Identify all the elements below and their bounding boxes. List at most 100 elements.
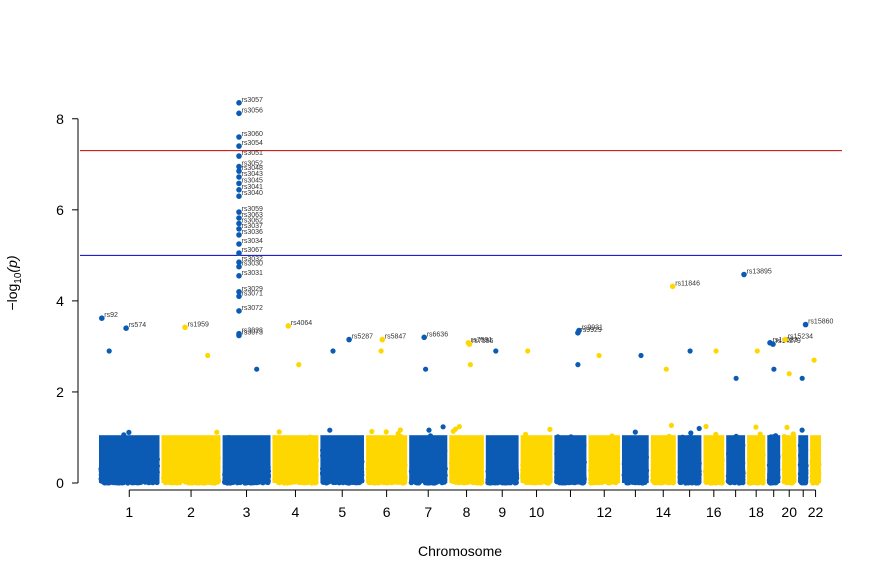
x-tick-label: 12 <box>596 504 612 520</box>
snp-dense-band <box>485 435 519 483</box>
labeled-snp-point <box>236 163 242 170</box>
snp-point <box>383 429 389 435</box>
snp-label: rs3048 <box>242 165 264 172</box>
labeled-snp-point <box>236 209 242 215</box>
snp-label: rs13895 <box>747 269 772 276</box>
snp-point <box>126 429 132 435</box>
x-tick-label: 7 <box>424 504 432 520</box>
labeled-snp-point <box>236 193 242 199</box>
snp-dense-band <box>161 435 221 483</box>
snp-label: rs3072 <box>242 305 264 312</box>
labeled-snp-point <box>346 336 352 343</box>
snp-label: rs14279 <box>776 338 801 345</box>
snp-point <box>632 429 638 435</box>
snp-dense-band <box>449 435 484 483</box>
snp-peak-point <box>786 371 792 377</box>
snp-label: rs3054 <box>242 140 264 147</box>
snp-dense-band <box>726 435 746 483</box>
snp-peak-point <box>799 375 805 381</box>
snp-label: rs5287 <box>352 334 374 341</box>
x-tick-label: 16 <box>706 504 722 520</box>
x-tick-label: 20 <box>781 504 797 520</box>
snp-dense-band <box>99 435 160 483</box>
snp-point <box>547 426 553 432</box>
snp-dense-band <box>588 435 620 483</box>
x-tick-label: 5 <box>338 504 346 520</box>
snp-dense-band <box>320 435 364 483</box>
labeled-snp-point <box>575 330 581 336</box>
labeled-snp-point <box>99 315 105 322</box>
snp-label: rs7591 <box>471 337 493 344</box>
labeled-snp-point <box>802 321 809 328</box>
snp-label: rs3051 <box>242 150 264 157</box>
labeled-snp-point <box>236 100 242 106</box>
x-tick-label: 6 <box>383 504 391 520</box>
snp-peak-point <box>596 352 602 359</box>
snp-label: rs3073 <box>242 330 264 337</box>
snp-point <box>327 427 333 433</box>
snp-peak-point <box>106 348 112 354</box>
snp-point <box>753 424 759 430</box>
x-axis: 1 2 3 4 5 6 7 8 9 10 12 14 16 18 20 22 <box>125 489 824 520</box>
snp-label: rs3052 <box>242 161 264 168</box>
labeled-snp-point <box>236 168 242 174</box>
labeled-snp-point <box>236 134 242 140</box>
x-tick-label: 2 <box>187 504 195 520</box>
snp-dense-band <box>677 435 702 483</box>
snp-peak-point <box>525 348 531 354</box>
y-tick-label: 2 <box>56 384 64 400</box>
snp-point <box>668 422 675 428</box>
snp-peak-point <box>754 348 760 354</box>
labeled-snp-point <box>182 324 188 331</box>
snp-peak-point <box>687 348 693 354</box>
snp-point <box>426 427 432 433</box>
snp-label: rs3063 <box>242 212 264 219</box>
snp-point <box>784 424 790 430</box>
x-tick-label: 1 <box>125 504 133 520</box>
snp-point <box>395 431 401 437</box>
snp-label: rs3059 <box>242 206 264 213</box>
labeled-snp-point <box>285 323 292 329</box>
labeled-snp-point <box>741 271 747 278</box>
snp-point <box>799 427 805 433</box>
snp-dense-band <box>520 435 553 483</box>
labeled-snp-point <box>236 308 242 314</box>
labeled-snp-point <box>236 187 242 193</box>
snp-dense-band <box>798 435 809 483</box>
snp-dense-band <box>782 435 797 483</box>
labeled-snp-point <box>669 283 676 290</box>
snp-label: rs3031 <box>242 270 264 277</box>
snp-dense-band <box>747 435 766 483</box>
snp-label: rs3029 <box>242 286 264 293</box>
x-tick-label: 14 <box>655 504 671 520</box>
x-tick-label: 22 <box>808 504 824 520</box>
snp-dense-band <box>767 435 781 483</box>
labeled-snp-point <box>236 180 242 187</box>
snp-point <box>688 430 694 436</box>
snp-label: rs3037 <box>242 223 264 230</box>
snp-dense-band <box>650 435 676 483</box>
snp-point <box>696 425 702 432</box>
x-tick-label: 3 <box>243 504 251 520</box>
snp-label: rs4064 <box>291 320 313 327</box>
snp-peak-point <box>493 348 499 354</box>
snp-peak-point <box>733 375 739 381</box>
snp-peak-point <box>205 352 211 359</box>
labeled-snp-point <box>236 110 242 117</box>
x-tick-label: 4 <box>292 504 300 520</box>
y-tick-label: 6 <box>56 202 64 218</box>
snp-dense-band <box>222 435 271 483</box>
labeled-snp-point <box>379 336 386 343</box>
labeled-snp-point <box>236 232 242 238</box>
labeled-snp-point <box>236 332 242 339</box>
labeled-snp-point <box>236 259 242 266</box>
labeled-snp-point <box>236 273 242 279</box>
snp-label: rs3043 <box>242 171 264 178</box>
snp-label: rs15234 <box>788 334 813 341</box>
snp-label: rs3034 <box>242 238 264 245</box>
snp-point <box>703 423 709 430</box>
snp-label: rs3036 <box>242 229 264 236</box>
